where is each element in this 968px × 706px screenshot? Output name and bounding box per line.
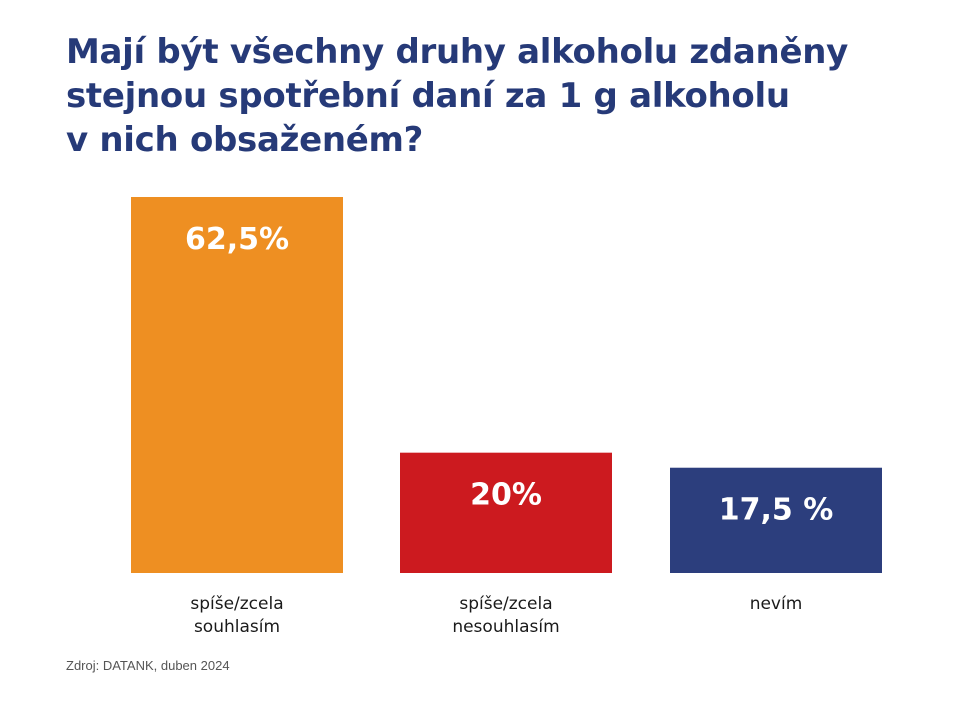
bar-3-value-label: 17,5 % (719, 493, 834, 528)
bar-1 (131, 197, 343, 573)
chart-title-line-2: stejnou spotřební daní za 1 g alkoholu (66, 76, 790, 116)
chart-title-line-3: v nich obsaženém? (66, 120, 424, 160)
chart-title: Mají být všechny druhy alkoholu zdaněny … (66, 30, 946, 162)
bar-1-value-label: 62,5% (185, 222, 289, 257)
bar-2 (400, 452, 612, 573)
category-label-2-line-2: nesouhlasím (452, 617, 559, 637)
chart-title-line-1: Mají být všechny druhy alkoholu zdaněny (66, 32, 848, 72)
category-label-1-line-1: spíše/zcela (190, 594, 283, 614)
category-label-2-line-1: spíše/zcela (459, 594, 552, 614)
bar-2-value-label: 20% (470, 478, 542, 513)
source-note: Zdroj: DATANK, duben 2024 (66, 658, 230, 673)
bar-3 (670, 467, 882, 573)
category-label-1-line-2: souhlasím (194, 617, 280, 637)
category-label-3-line-1: nevím (750, 594, 803, 614)
